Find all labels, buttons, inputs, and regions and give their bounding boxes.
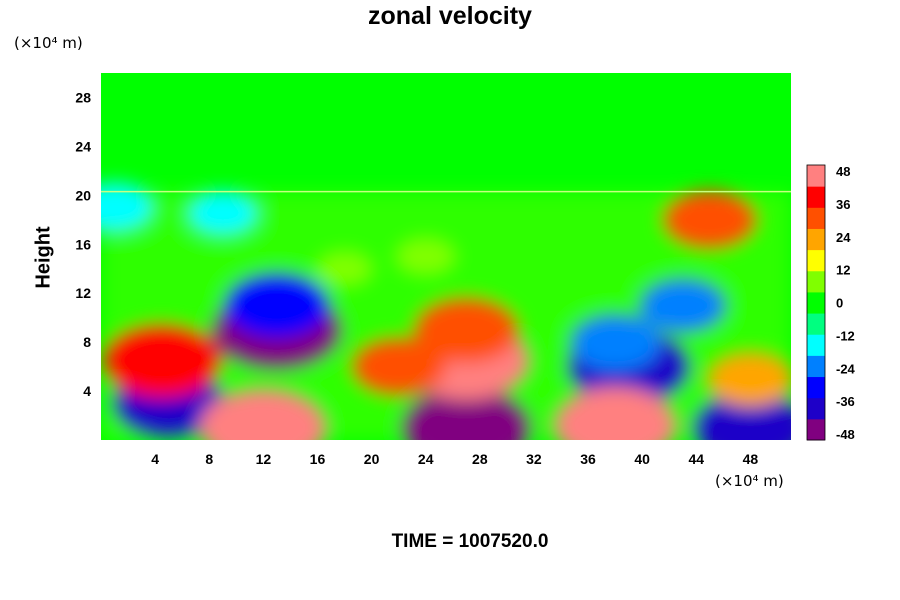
velocity-field-feature [351,337,446,396]
velocity-field-feature [102,323,222,398]
x-tick-label: 8 [205,451,213,467]
x-axis: 4 8 12 16 20 24 28 32 36 40 44 48 [151,451,758,467]
velocity-field-feature [101,182,155,233]
x-tick-label: 12 [256,451,272,467]
colorbar: 48 36 24 12 0 -12 -24 -36 -48 [806,164,856,442]
colorbar-tick-label: -36 [836,394,855,409]
x-tick-label: 16 [310,451,326,467]
x-tick-label: 20 [364,451,380,467]
plot-area [101,73,791,440]
y-tick-label: 4 [83,383,91,399]
x-tick-label: 44 [689,451,705,467]
colorbar-swatch [807,186,825,208]
colorbar-swatch [807,397,825,420]
velocity-field-feature [639,278,727,333]
y-tick-label: 16 [75,236,91,252]
velocity-field-feature [394,237,457,276]
velocity-field-feature [224,272,330,339]
velocity-field-feature [413,297,519,363]
x-axis-unit: (×10⁴ m) [715,472,784,490]
x-tick-label: 28 [472,451,488,467]
x-tick-label: 36 [580,451,596,467]
x-tick-label: 24 [418,451,434,467]
colorbar-tick-label: 36 [836,197,850,212]
colorbar-swatch [807,291,825,314]
y-tick-label: 8 [83,334,91,350]
velocity-field-feature [401,387,532,440]
y-tick-label: 28 [75,89,91,105]
chart-title: zonal velocity [368,2,532,30]
velocity-field-feature [315,250,374,288]
colorbar-tick-label: 48 [836,164,850,179]
colorbar-tick-label: -48 [836,427,855,442]
colorbar-swatch [807,376,825,399]
colorbar-tick-label: 0 [836,296,843,311]
y-tick-label: 20 [75,187,91,203]
colorbar-frame [806,164,826,441]
x-tick-label: 48 [743,451,759,467]
colorbar-swatch [807,207,825,229]
velocity-field-feature [569,313,661,371]
colorbar-swatch [807,313,825,335]
colorbar-swatch [807,270,825,293]
colorbar-tick-label: 12 [836,263,850,278]
y-tick-label: 24 [75,138,91,154]
colorbar-swatch [807,355,825,378]
velocity-field-feature [706,351,791,407]
colorbar-swatch [807,249,825,272]
colorbar-tick-label: 24 [836,230,851,245]
colorbar-swatch [807,228,825,251]
x-tick-label: 40 [634,451,650,467]
velocity-field-feature [186,190,260,237]
colorbar-tick-label: -24 [836,361,856,376]
colorbar-tick-label: -12 [836,328,855,343]
y-tick-label: 12 [75,285,91,301]
x-tick-label: 32 [526,451,542,467]
colorbar-swatch [807,334,825,356]
velocity-field-feature [662,190,758,250]
y-axis: 4 8 12 16 20 24 28 [75,89,91,399]
colorbar-swatch [807,418,825,441]
velocity-field-feature [553,387,677,440]
y-axis-unit: (×10⁴ m) [14,34,83,52]
time-label: TIME = 1007520.0 [391,531,549,552]
x-tick-label: 4 [151,451,159,467]
velocity-field-feature [199,388,327,440]
colorbar-swatch [807,165,825,187]
